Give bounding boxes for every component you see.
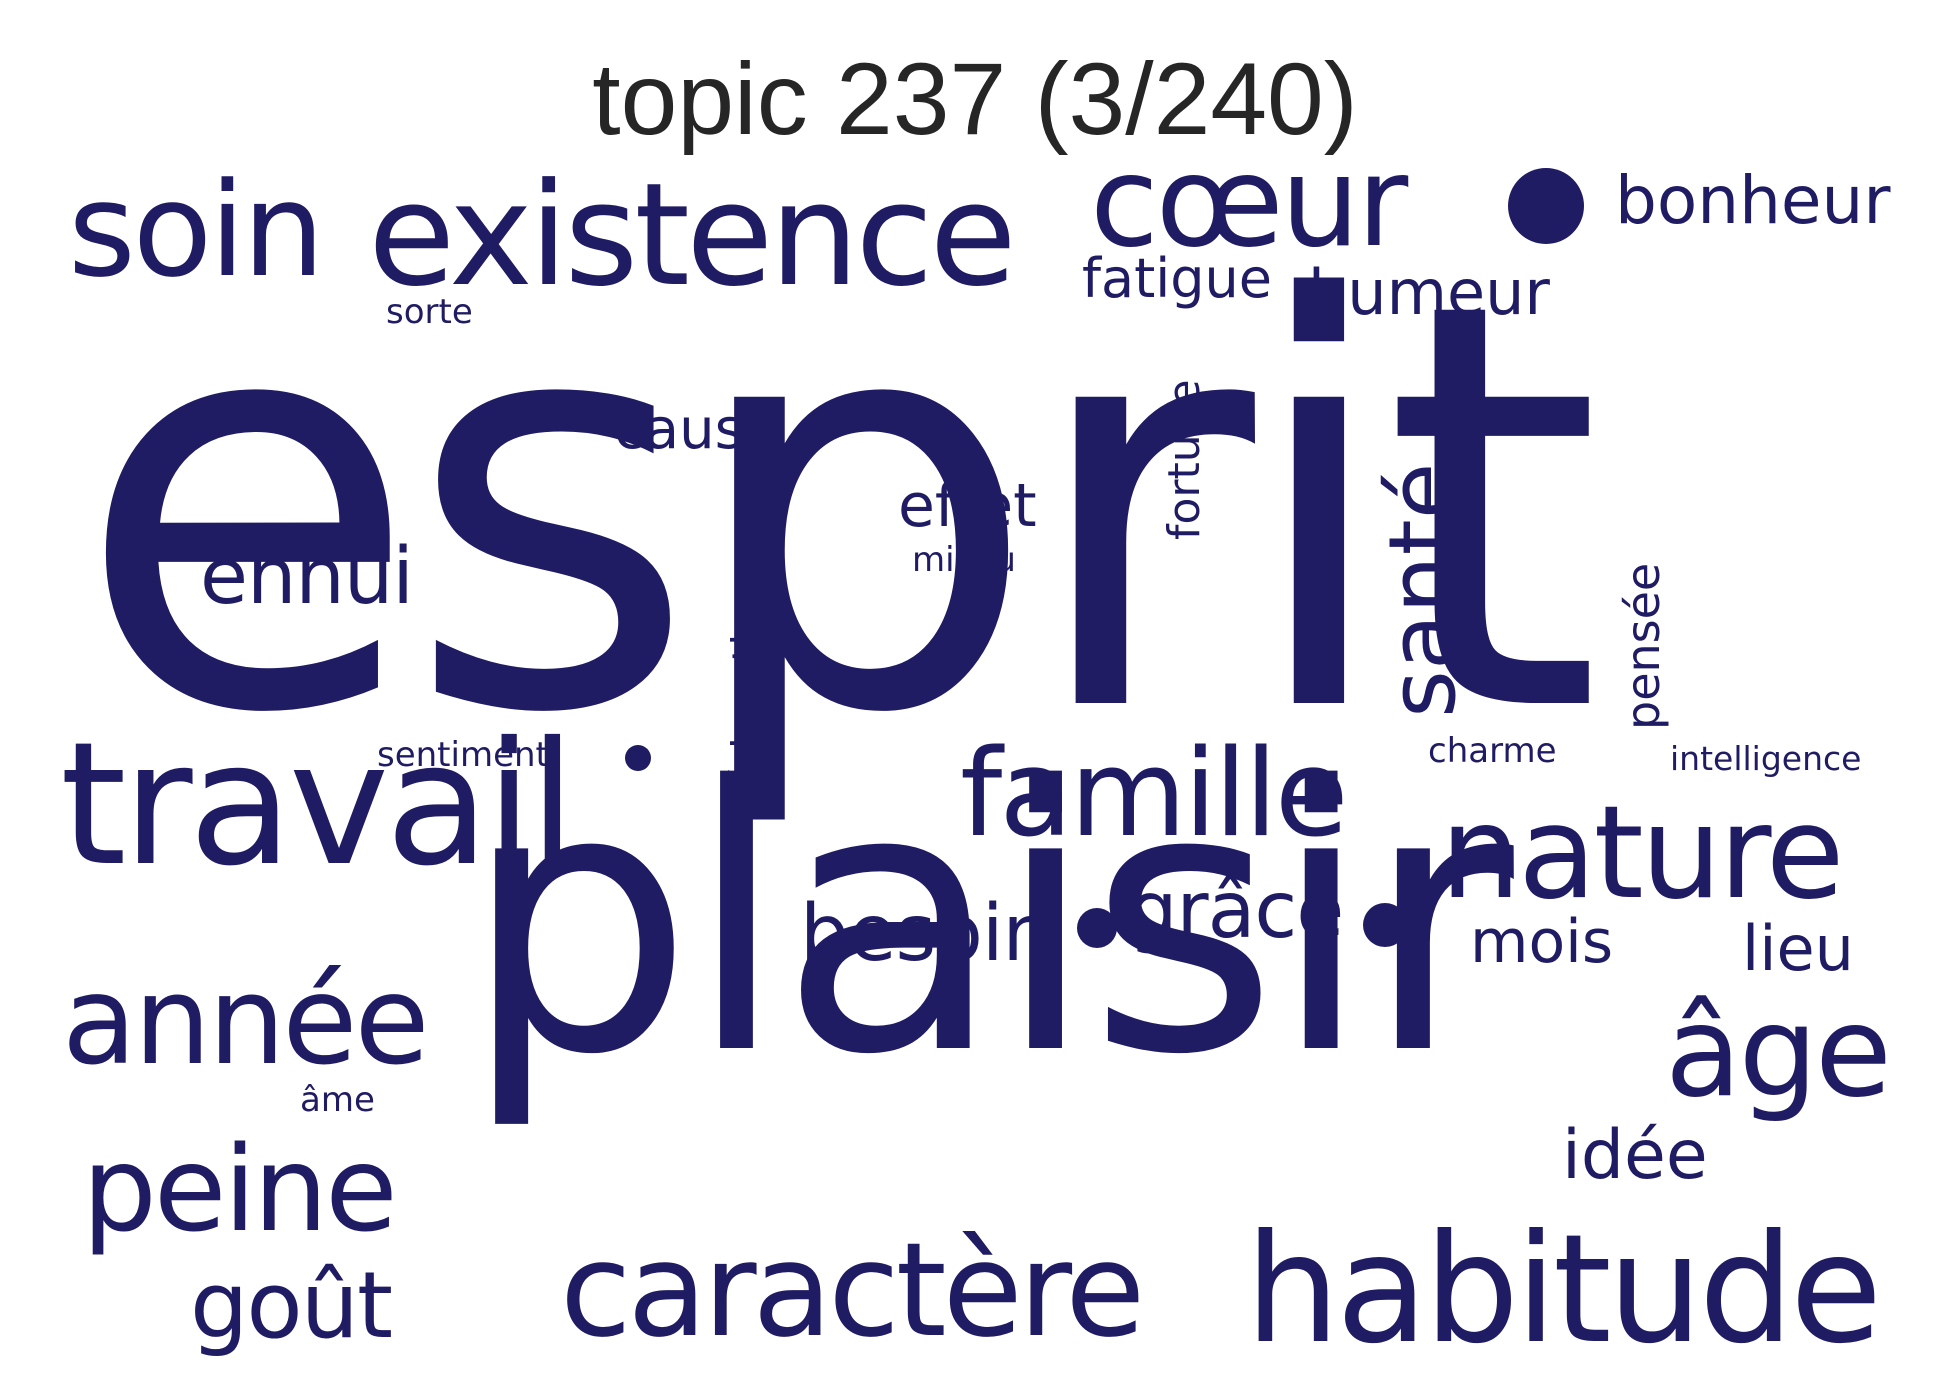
word-age: âge (1665, 980, 1892, 1125)
word-annee: année (62, 950, 430, 1092)
dot-medium-1 (1077, 908, 1117, 948)
word-nature: nature (1440, 779, 1844, 928)
word-sentiment: sentiment (377, 735, 549, 775)
word-gout: goût (190, 1252, 393, 1359)
word-mois: mois (1470, 907, 1614, 977)
word-ame: âme (300, 1080, 375, 1120)
dot-large (1508, 168, 1584, 244)
word-fortune: fortune (1159, 379, 1210, 540)
word-grace: grâce (1128, 866, 1344, 956)
word-cause: cause (614, 397, 779, 462)
word-fatigue: fatigue (1082, 247, 1273, 310)
word-pensee: pensée (1616, 562, 1670, 730)
word-existence: existence (368, 153, 1017, 318)
word-milieu: milieu (912, 540, 1016, 580)
word-charme: charme (1428, 731, 1557, 771)
word-education: éducation (723, 581, 772, 790)
dot-medium-2 (1363, 903, 1407, 947)
word-soin-top: soin (68, 154, 325, 306)
word-humeur: humeur (1308, 256, 1550, 329)
word-idee: idée (1562, 1116, 1708, 1195)
word-lieu: lieu (1742, 912, 1854, 985)
word-effet: effet (898, 471, 1037, 541)
word-intelligence: intelligence (1670, 739, 1862, 778)
word-ennui: ennui (200, 532, 414, 622)
word-famille: famille (960, 725, 1349, 864)
word-plaisir: plaisir (462, 710, 1514, 1135)
word-travail: travail (60, 706, 576, 904)
word-caractere: caractère (560, 1214, 1145, 1366)
word-coeur: cœur (1090, 130, 1408, 275)
dot-small (625, 745, 651, 771)
word-habitude: habitude (1245, 1203, 1882, 1377)
word-sorte: sorte (386, 292, 473, 332)
word-sante: santé (1369, 462, 1476, 718)
page-title: topic 237 (3/240) (592, 42, 1358, 156)
word-esprit: esprit (75, 184, 1602, 836)
word-besoin: besoin (800, 889, 1052, 979)
word-bonheur: bonheur (1615, 162, 1891, 239)
word-peine: peine (82, 1120, 398, 1258)
